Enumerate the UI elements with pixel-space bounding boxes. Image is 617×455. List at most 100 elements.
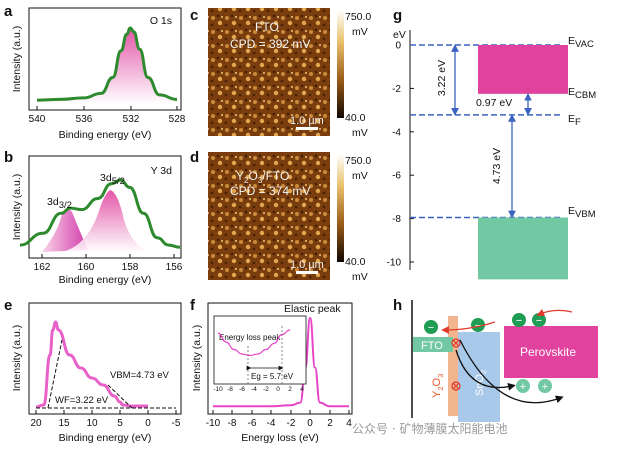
- panel-d-afm-image: [208, 152, 330, 280]
- panel-g-tick: -4: [392, 127, 401, 138]
- panel-g-gap1-label: 3.22 eV: [436, 60, 448, 96]
- panel-g-conduction-band: [478, 45, 568, 94]
- panel-e-curve: [35, 320, 148, 409]
- panel-h-fto-layer: [413, 337, 453, 352]
- panel-c-cmax: 750.0: [345, 11, 371, 23]
- panel-f-tick: -4: [267, 418, 276, 429]
- panel-h-transfer-arrow: [441, 321, 496, 334]
- panel-e-tick: 5: [117, 418, 123, 429]
- panel-h-hole-sign: +: [542, 381, 548, 393]
- panel-f-inset-tick: -8: [227, 386, 233, 393]
- panel-b-xticks: 162 160 158 156: [34, 254, 183, 273]
- panel-c-afm-image: [208, 8, 330, 136]
- panel-c-sample: FTO: [255, 20, 279, 34]
- panel-f-xticks: -10 -8 -6 -4 -2 0 2 4: [206, 410, 352, 429]
- panel-a-peak-fill: [37, 28, 177, 104]
- panel-h-hole: [538, 379, 552, 393]
- panel-g-ylabel: eV: [393, 29, 406, 41]
- panel-h-electron: [512, 313, 526, 327]
- panel-a: a O 1s 540 536 532 528 Binding energy (e…: [4, 3, 186, 141]
- panel-h-blocked-marker: [451, 381, 461, 391]
- panel-b-letter: b: [4, 149, 13, 166]
- panel-f-inset-tick: -6: [239, 386, 245, 393]
- panel-f-xlabel: Energy loss (eV): [241, 432, 319, 444]
- panel-h-y2o3-label: Y2O3: [431, 374, 445, 398]
- panel-e-tick: 15: [58, 418, 70, 429]
- panel-a-letter: a: [4, 3, 13, 20]
- panel-h-blocked-cross: [452, 382, 460, 390]
- panel-e-xticks: 20 15 10 5 0 -5: [30, 410, 181, 429]
- panel-f-inset-tick: -2: [263, 386, 269, 393]
- panel-h-electron: [532, 313, 546, 327]
- panel-a-tick: 540: [29, 114, 46, 125]
- panel-f-tick: -6: [248, 418, 257, 429]
- panel-f-inset-title: Energy loss peak: [219, 333, 281, 342]
- panel-f-ylabel: Intensity (a.u.): [191, 325, 203, 392]
- panel-h-electron: [424, 320, 438, 334]
- panel-d-colorbar: [337, 154, 344, 262]
- panel-f-inset-tick: 2: [288, 386, 292, 393]
- panel-g-tick: -6: [392, 171, 401, 182]
- panel-g-gap3-label: 4.73 eV: [491, 148, 503, 184]
- panel-e-frame: [28, 302, 182, 415]
- panel-b-tick: 158: [122, 262, 139, 273]
- panel-g-evac-label: EVAC: [568, 35, 594, 50]
- panel-b-tick: 160: [78, 262, 95, 273]
- panel-e-wf-label: WF=3.22 eV: [55, 395, 109, 406]
- panel-a-frame: [28, 7, 182, 111]
- panel-b-xlabel: Binding energy (eV): [59, 274, 152, 286]
- panel-h-electron: [471, 318, 485, 332]
- panel-g-letter: g: [393, 7, 402, 24]
- panel-d-cmin: 40.0: [345, 256, 366, 268]
- panel-a-tick: 536: [76, 114, 93, 125]
- panel-f-frame: [207, 302, 353, 415]
- panel-b: b Y 3d 162 160 158 156 Binding energy (e…: [4, 149, 183, 286]
- panel-b-peak-52-fill: [62, 190, 150, 252]
- panel-b-ylabel: Intensity (a.u.): [11, 174, 23, 241]
- panel-g-tick: -10: [387, 258, 402, 269]
- panel-f-tick: -2: [287, 418, 296, 429]
- panel-e-tick: -5: [172, 418, 181, 429]
- panel-f-letter: f: [190, 297, 196, 314]
- panel-b-peak-32-fill: [42, 208, 88, 252]
- panel-d-scalebar-label: 1.0 µm: [290, 259, 324, 271]
- panel-a-xticks: 540 536 532 528: [29, 106, 186, 125]
- panel-d-cmax: 750.0: [345, 155, 371, 167]
- panel-b-tick: 162: [34, 262, 51, 273]
- panel-f-tick: -8: [228, 418, 237, 429]
- panel-e-tick: 0: [145, 418, 151, 429]
- panel-a-xlabel: Binding energy (eV): [59, 129, 152, 141]
- panel-g: g eV 0 -2 -4 -6 -8 -10 3.22 eV 0.97 eV 4…: [387, 7, 596, 280]
- panel-c-cunit-top: mV: [352, 26, 368, 38]
- panel-f-inset-frame: [213, 315, 307, 385]
- panel-d-letter: d: [190, 149, 199, 166]
- panel-g-evbm-label: EVBM: [568, 205, 596, 220]
- panel-e-vbm-label: VBM=4.73 eV: [110, 370, 170, 381]
- panel-d-sample: Y2O3/FTO: [236, 169, 289, 185]
- panel-h-recombination-arrow: [455, 349, 516, 391]
- panel-h-blocked-cross: [452, 339, 460, 347]
- panel-e-vbm-fit: [107, 384, 133, 409]
- panel-f-tick: -10: [206, 418, 221, 429]
- panel-f-inset-tick: -4: [251, 386, 257, 393]
- panel-d-cunit-top: mV: [352, 170, 368, 182]
- panel-f-tick: 0: [307, 418, 313, 429]
- panel-f-inset-tick: 0: [276, 386, 280, 393]
- panel-g-valence-band: [478, 217, 568, 280]
- panel-d: d Y2O3/FTO CPD = 374 mV 1.0 µm 750.0 mV …: [190, 149, 371, 283]
- panel-a-curve: [36, 26, 178, 102]
- panel-e-wf-fit: [47, 339, 63, 409]
- panel-h-electron-sign: −: [536, 315, 542, 327]
- panel-g-tick: -8: [392, 214, 401, 225]
- panel-a-ylabel: Intensity (a.u.): [11, 26, 23, 93]
- panel-c-letter: c: [190, 7, 198, 24]
- panel-h-injection-arrow: [536, 308, 573, 317]
- panel-f-title: Elastic peak: [284, 303, 341, 315]
- panel-c-cunit-bot: mV: [352, 127, 368, 139]
- panel-a-tick: 532: [123, 114, 140, 125]
- panel-b-curve: [19, 178, 181, 249]
- panel-h-fto-label: FTO: [421, 340, 443, 352]
- panel-f-inset-tick: 4: [300, 386, 304, 393]
- panel-e: e 20 15 10 5 0 -5 Binding energy (eV) In…: [4, 297, 182, 444]
- watermark: 公众号 · 矿物薄膜太阳能电池: [352, 421, 507, 436]
